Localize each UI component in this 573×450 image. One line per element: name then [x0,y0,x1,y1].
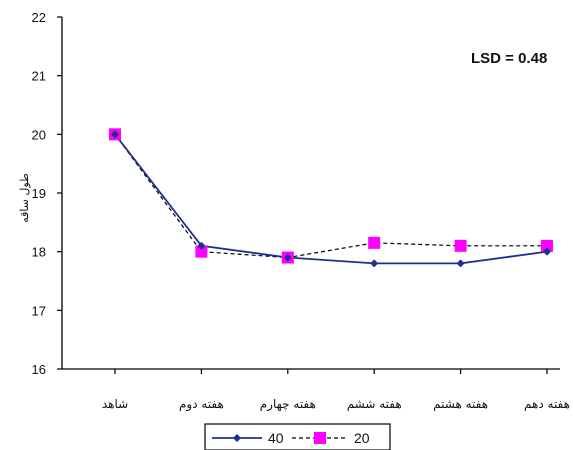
data-point-20 [541,239,553,252]
data-point-40 [370,259,379,268]
legend-label-20: 20 [354,430,370,446]
data-point-20 [195,245,208,258]
data-point-40 [111,130,119,139]
legend-marker-40 [233,434,241,442]
x-ticks: شاهد هفته دوم هفته چهارم هفته ششم هفته هشتم ه… [102,369,570,412]
legend-marker-20 [314,432,326,444]
y-tick-label: 22 [32,10,46,25]
axes [61,17,560,370]
legend-items: 40 20 [212,430,370,446]
y-ticks: 16 17 18 19 20 21 22 [32,10,62,377]
x-tick-label: هفته هشتم [433,397,488,411]
data-point-20 [368,236,381,249]
series-line-20 [114,133,547,259]
series [109,128,553,268]
y-tick-label: 21 [32,69,46,84]
y-tick-label: 17 [32,303,46,318]
y-tick-label: 20 [32,127,46,142]
y-axis-title: طول ساقه [18,173,31,223]
data-point-20 [454,239,467,252]
data-point-40 [197,241,206,250]
lsd-annotation: LSD = 0.48 [471,50,547,67]
x-tick-label: هفته دهم [524,397,570,411]
legend: 40 20 [204,423,391,450]
legend-label-40: 40 [268,430,284,446]
y-tick-label: 16 [32,362,46,377]
y-tick-label: 18 [32,245,46,260]
data-point-40 [283,253,292,262]
x-tick-label: هفته چهارم [260,397,316,412]
y-tick-label: 19 [32,186,46,201]
x-tick-label: شاهد [102,397,128,411]
x-tick-label: هفته ششم [347,397,402,411]
data-point-40 [543,247,551,256]
x-tick-label: هفته دوم [179,397,224,412]
series-line-40 [114,133,548,265]
data-point-40 [456,259,465,268]
